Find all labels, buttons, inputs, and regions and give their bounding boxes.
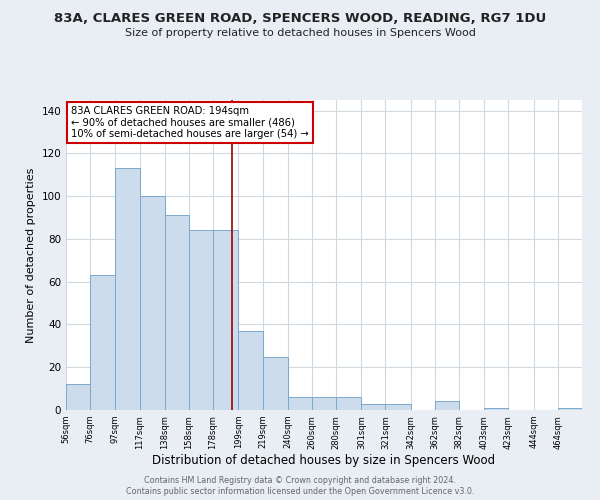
Bar bbox=[66, 384, 90, 410]
X-axis label: Distribution of detached houses by size in Spencers Wood: Distribution of detached houses by size … bbox=[152, 454, 496, 468]
Text: Size of property relative to detached houses in Spencers Wood: Size of property relative to detached ho… bbox=[125, 28, 475, 38]
Bar bbox=[312, 397, 336, 410]
Bar bbox=[435, 402, 459, 410]
Bar bbox=[558, 408, 582, 410]
Y-axis label: Number of detached properties: Number of detached properties bbox=[26, 168, 36, 342]
Bar bbox=[336, 397, 361, 410]
Bar bbox=[484, 408, 508, 410]
Text: Contains public sector information licensed under the Open Government Licence v3: Contains public sector information licen… bbox=[126, 487, 474, 496]
Bar bbox=[288, 397, 312, 410]
Text: 83A, CLARES GREEN ROAD, SPENCERS WOOD, READING, RG7 1DU: 83A, CLARES GREEN ROAD, SPENCERS WOOD, R… bbox=[54, 12, 546, 26]
Text: 83A CLARES GREEN ROAD: 194sqm
← 90% of detached houses are smaller (486)
10% of : 83A CLARES GREEN ROAD: 194sqm ← 90% of d… bbox=[71, 106, 309, 140]
Bar bbox=[213, 230, 238, 410]
Bar bbox=[385, 404, 411, 410]
Bar bbox=[238, 331, 263, 410]
Bar bbox=[189, 230, 213, 410]
Bar bbox=[361, 404, 385, 410]
Bar bbox=[165, 216, 189, 410]
Bar bbox=[90, 276, 115, 410]
Bar bbox=[263, 356, 288, 410]
Bar bbox=[115, 168, 140, 410]
Bar bbox=[140, 196, 165, 410]
Text: Contains HM Land Registry data © Crown copyright and database right 2024.: Contains HM Land Registry data © Crown c… bbox=[144, 476, 456, 485]
